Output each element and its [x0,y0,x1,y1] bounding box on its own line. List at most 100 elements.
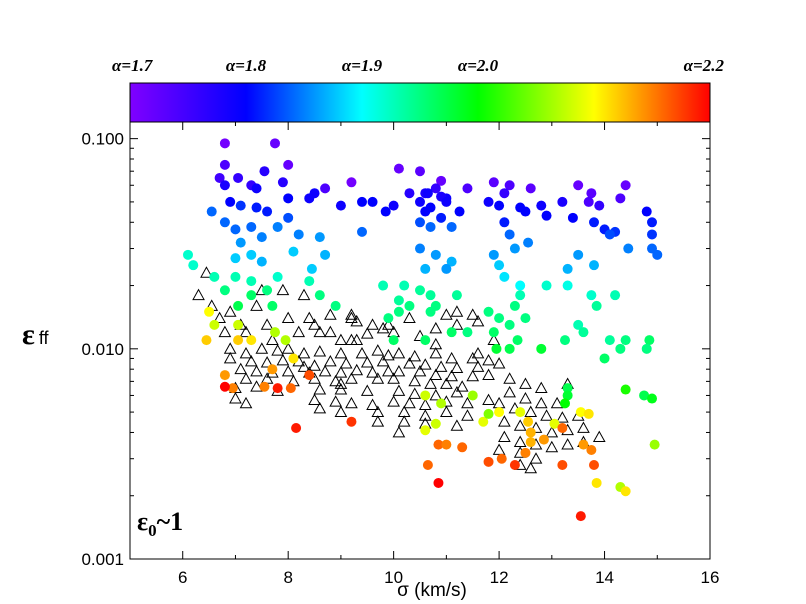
triangle-point [429,388,443,401]
y-tick-label: 0.100 [81,130,124,149]
triangle-point [461,396,474,409]
circle-point [388,335,399,346]
colorbar-label: α=1.8 [226,56,267,75]
data-points [183,138,663,522]
circle-point [306,263,317,274]
triangle-point [318,364,332,377]
x-tick-label: 6 [178,568,187,587]
triangle-point [471,346,485,359]
circle-point [320,183,331,194]
circle-point [488,249,499,260]
circle-point [467,390,478,401]
colorbar-label: α=1.9 [342,56,383,75]
circle-point [304,370,315,381]
triangle-point [534,381,548,394]
circle-point [557,196,568,207]
triangle-point [392,346,406,359]
colorbar-label: α=1.7 [112,56,154,75]
triangle-point [260,356,274,368]
triangle-point [255,342,269,354]
triangle-point [234,362,248,375]
circle-point [504,343,515,354]
x-tick-label: 12 [490,568,509,587]
circle-point [293,229,304,240]
circle-point [620,486,631,497]
triangle-point [334,333,348,346]
circle-point [259,381,270,392]
circle-point [272,271,283,282]
circle-point [509,300,520,311]
circle-point [262,285,273,296]
circle-point [320,249,331,260]
triangle-point [329,395,342,407]
triangle-point [413,329,427,341]
circle-point [536,200,547,211]
triangle-point [498,415,511,427]
circle-point [233,335,244,346]
circle-point [404,188,415,199]
circle-point [219,159,230,170]
circle-point [523,416,534,427]
circle-point [206,206,217,217]
circle-point [272,383,283,394]
circle-point [219,381,230,392]
circle-point [504,180,515,191]
triangle-point [550,396,564,409]
circle-point [557,460,568,471]
x-tick-label: 8 [283,568,292,587]
circle-point [214,172,225,183]
circle-point [251,183,262,194]
triangle-point [556,411,569,423]
circle-point [591,477,602,488]
triangle-point [360,384,374,396]
triangle-point [387,372,400,384]
triangle-point [418,398,432,410]
axis-ticks: 6 8 10 12 14 16 0.100 0.010 0.001 [81,122,719,587]
circle-point [219,138,230,149]
triangle-point [371,415,385,427]
triangle-point [329,374,342,387]
circle-point [256,232,267,243]
triangle-point [223,351,237,364]
triangle-point [471,314,485,327]
circle-point [415,285,425,296]
triangle-point [403,357,416,369]
circle-point [591,300,602,311]
triangle-point [577,421,590,433]
circle-point [446,221,457,232]
triangle-point [339,357,353,369]
circle-point [270,327,280,338]
triangle-point [382,348,395,361]
circle-point [644,335,655,346]
circle-point [483,456,494,467]
triangle-point [413,364,427,377]
triangle-point [281,311,295,324]
triangle-point [360,327,374,339]
circle-point [422,188,433,199]
circle-point [230,253,241,264]
circle-point [462,183,473,194]
circle-point [314,290,325,301]
triangle-point [403,396,416,409]
circle-point [494,260,505,271]
annotation-subscript: 0 [148,521,157,540]
circle-point [573,319,584,330]
circle-point [589,260,599,271]
triangle-point [392,384,406,396]
circle-point [436,175,447,186]
circle-point [589,460,599,471]
circle-point [560,398,570,409]
circle-point [430,183,441,194]
circle-point [235,200,246,211]
triangle-point [424,377,437,389]
triangle-point [260,318,274,330]
circle-point [575,407,586,418]
circle-point [304,276,315,287]
triangle-point [334,383,348,395]
circle-point [420,390,431,401]
circle-point [430,418,441,429]
triangle-point [503,385,516,398]
circle-point [425,221,436,232]
circle-point [557,423,568,434]
circle-point [283,212,294,223]
